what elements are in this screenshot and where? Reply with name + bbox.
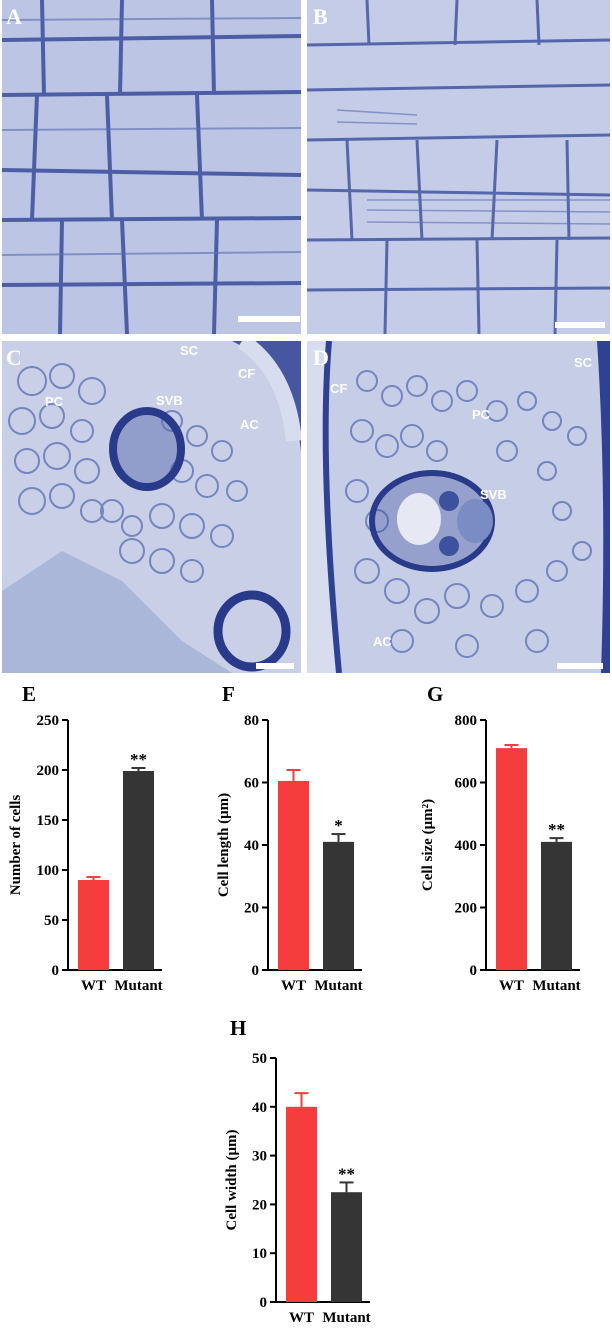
- y-tick-label: 150: [37, 813, 60, 829]
- y-tick-label: 40: [244, 838, 259, 854]
- chart-letter-f: F: [222, 682, 235, 706]
- chart-letter-h: H: [230, 1016, 247, 1040]
- y-axis-label: Cell size (μm²): [420, 799, 436, 891]
- bar-wt: [78, 880, 109, 970]
- micrograph-b: [307, 0, 610, 334]
- x-tick-label: WT: [289, 1310, 314, 1326]
- panel-letter-b: B: [313, 4, 328, 29]
- chart-number-of-cells: 0 50 100 150 200 250 Number of cells WT ** Mutant: [8, 700, 190, 1000]
- chart-svg: 0 10 20 30 40 50 Cell width (μm) WT ** Mutant: [224, 1051, 371, 1326]
- y-tick-label: 250: [37, 713, 60, 729]
- x-tick-label: Mutant: [322, 1310, 370, 1326]
- y-tick-label: 0: [252, 963, 260, 979]
- panel-letter-c: C: [6, 345, 22, 370]
- significance-marker: **: [548, 820, 565, 839]
- label-c-ac: AC: [240, 417, 259, 432]
- chart-letter-e: E: [22, 682, 37, 706]
- label-d-svb: SVB: [480, 487, 507, 502]
- label-c-pc: PC: [45, 394, 64, 409]
- y-tick-label: 0: [260, 1295, 268, 1311]
- y-tick-label: 100: [37, 863, 60, 879]
- x-tick-label: WT: [499, 978, 524, 994]
- chart-svg: 0 50 100 150 200 250 Number of cells WT ** Mutant: [8, 713, 163, 994]
- x-tick-label: Mutant: [532, 978, 580, 994]
- y-tick-label: 10: [252, 1246, 267, 1262]
- bar-wt: [496, 748, 527, 970]
- y-tick-label: 50: [44, 913, 59, 929]
- significance-marker: **: [130, 750, 147, 769]
- micrograph-d: [307, 341, 610, 673]
- x-tick-label: WT: [281, 978, 306, 994]
- y-tick-label: 30: [252, 1149, 267, 1165]
- label-d-ac: AC: [373, 634, 392, 649]
- significance-marker: *: [334, 816, 343, 835]
- y-axis-label: Cell width (μm): [224, 1130, 240, 1231]
- y-tick-label: 20: [252, 1197, 267, 1213]
- y-tick-label: 200: [455, 901, 478, 917]
- x-tick-label: WT: [81, 978, 106, 994]
- y-tick-label: 0: [52, 963, 60, 979]
- micrograph-a: [2, 0, 301, 334]
- label-d-pc: PC: [472, 407, 491, 422]
- micrograph-c: [2, 341, 301, 673]
- chart-cell-size: 0 200 400 600 800 Cell size (μm²) WT ** Mutant: [420, 700, 605, 1000]
- y-tick-label: 600: [455, 776, 478, 792]
- chart-svg: 0 20 40 60 80 Cell length (μm) WT * Mutant: [216, 713, 363, 994]
- y-tick-label: 40: [252, 1100, 267, 1116]
- label-c-sc: SC: [180, 343, 199, 358]
- bar-wt: [286, 1106, 317, 1302]
- chart-cell-length: 0 20 40 60 80 Cell length (μm) WT * Mutant: [216, 700, 398, 1000]
- bar-mutant: [323, 841, 354, 970]
- significance-marker: **: [338, 1164, 355, 1183]
- y-tick-label: 200: [37, 763, 60, 779]
- bar-mutant: [331, 1192, 362, 1302]
- label-c-cf: CF: [238, 366, 256, 381]
- y-axis-label: Number of cells: [8, 795, 24, 896]
- y-tick-label: 800: [455, 713, 478, 729]
- chart-svg: 0 200 400 600 800 Cell size (μm²) WT ** Mutant: [420, 713, 581, 994]
- x-tick-label: Mutant: [114, 978, 162, 994]
- y-tick-label: 80: [244, 713, 259, 729]
- panel-letter-d: D: [313, 345, 329, 370]
- y-tick-label: 0: [470, 963, 478, 979]
- chart-cell-width: 0 10 20 30 40 50 Cell width (μm) WT ** Mutant: [224, 1040, 386, 1330]
- y-axis-label: Cell length (μm): [216, 793, 232, 897]
- y-tick-label: 400: [455, 838, 478, 854]
- bar-mutant: [541, 841, 572, 970]
- label-c-svb: SVB: [156, 393, 183, 408]
- chart-letter-g: G: [427, 682, 444, 706]
- bar-mutant: [123, 771, 154, 970]
- y-tick-label: 50: [252, 1051, 267, 1067]
- bar-wt: [278, 780, 309, 970]
- label-d-cf: CF: [330, 381, 348, 396]
- label-d-sc: SC: [574, 355, 593, 370]
- x-tick-label: Mutant: [314, 978, 362, 994]
- y-tick-label: 20: [244, 901, 259, 917]
- y-tick-label: 60: [244, 776, 259, 792]
- panel-letter-a: A: [6, 4, 22, 29]
